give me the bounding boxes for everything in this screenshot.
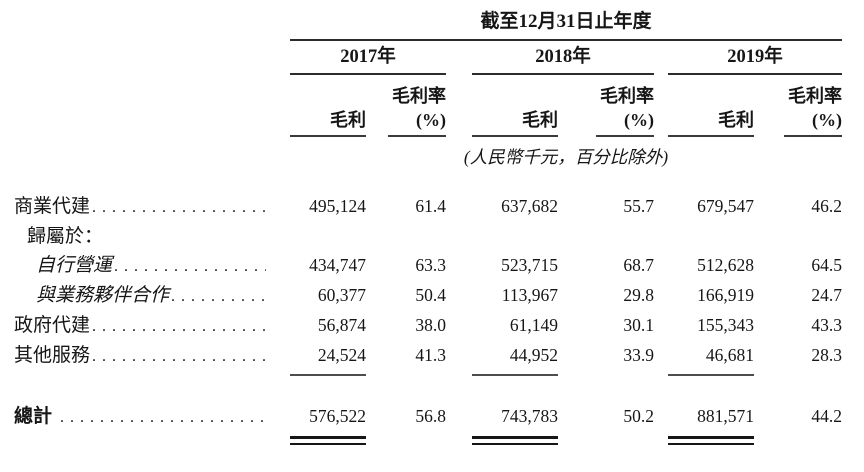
leader-dots: ........................................… [60,409,266,426]
period-title: 截至12月31日止年度 [290,10,842,41]
row-label: 與業務夥伴合作 [36,285,170,306]
header-margin-2018: 毛利率 (%) [558,84,654,137]
row-government-project-management: 政府代建 ...................................… [14,311,864,341]
gross-profit-2017: 495,124 [309,196,366,216]
margin-2018: 68.7 [623,255,654,275]
double-rule [668,436,754,445]
row-commercial-project-management: 商業代建 ...................................… [14,192,864,222]
gross-profit-2019: 155,343 [697,315,754,335]
margin-label-line2: (%) [624,110,654,130]
margin-2019: 28.3 [811,345,842,365]
row-self-operation: 自行營運 ...................................… [14,251,864,281]
margin-2018: 55.7 [623,196,654,216]
row-label: 歸屬於： [27,226,104,247]
spacer [14,168,864,192]
margin-2017: 41.3 [415,345,446,365]
margin-2017: 63.3 [415,255,446,275]
header-margin-2017: 毛利率 (%) [366,84,446,137]
gross-profit-2017: 576,522 [309,406,366,426]
margin-2019: 46.2 [811,196,842,216]
margin-2017: 61.4 [415,196,446,216]
gross-profit-2019: 512,628 [697,255,754,275]
header-gross-profit-2018: 毛利 [472,84,558,137]
row-label: 商業代建 [14,196,91,217]
margin-2018: 30.1 [623,315,654,335]
header-gross-profit-2019: 毛利 [668,84,754,137]
header-gross-profit-2017: 毛利 [290,84,366,137]
margin-2017: 56.8 [415,406,446,426]
row-other-services: 其他服務 ...................................… [14,341,864,371]
leader-dots: ........................................… [171,288,266,305]
row-cooperation-with-business-partners: 與業務夥伴合作 ................................… [14,281,864,311]
subtotal-rule-row [14,374,864,376]
double-rule [472,436,558,445]
currency-unit-note: (人民幣千元，百分比除外) [463,147,669,167]
single-rule [668,374,754,376]
margin-2019: 43.3 [811,315,842,335]
gross-profit-2018: 523,715 [501,255,558,275]
margin-label-line1: 毛利率 [788,86,842,106]
year-2018-header: 2018年 [472,41,654,75]
single-rule [472,374,558,376]
margin-label-line1: 毛利率 [600,86,654,106]
double-rule [290,436,366,445]
gross-profit-2017: 60,377 [317,285,366,305]
unit-note-row: (人民幣千元，百分比除外) [14,137,864,168]
margin-2018: 29.8 [623,285,654,305]
leader-dots: ........................................… [92,318,266,335]
margin-2019: 44.2 [811,406,842,426]
gross-profit-2019: 881,571 [697,406,754,426]
margin-2019: 24.7 [811,285,842,305]
gross-profit-2019: 166,919 [697,285,754,305]
leader-dots: ........................................… [92,199,266,216]
margin-2017: 50.4 [415,285,446,305]
gross-profit-2019: 46,681 [705,345,754,365]
total-rule-row [14,436,864,445]
gross-profit-2018: 743,783 [501,406,558,426]
gross-profit-2018: 113,967 [501,285,558,305]
row-total: 總計 .....................................… [14,402,864,432]
gross-profit-2019: 679,547 [697,196,754,216]
margin-2018: 50.2 [623,406,654,426]
column-header-row: 毛利 毛利率 (%) 毛利 毛利率 (%) 毛利 毛利率 (%) [14,84,864,137]
row-label: 總計 [14,406,53,427]
leader-dots: ........................................… [114,258,266,275]
header-margin-2019: 毛利率 (%) [754,84,842,137]
row-label: 自行營運 [36,255,113,276]
single-rule [290,374,366,376]
margin-2019: 64.5 [811,255,842,275]
margin-2018: 33.9 [623,345,654,365]
year-group-row: 2017年 2018年 2019年 [14,41,864,75]
margin-2017: 38.0 [415,315,446,335]
row-label: 政府代建 [14,315,91,336]
gross-profit-2017: 24,524 [317,345,366,365]
gross-profit-2018: 637,682 [501,196,558,216]
margin-label-line2: (%) [812,110,842,130]
gross-profit-2017: 434,747 [309,255,366,275]
leader-dots: ........................................… [92,348,266,365]
gross-profit-2018: 44,952 [509,345,558,365]
table-header-period: 截至12月31日止年度 [14,10,864,41]
gross-profit-2017: 56,874 [317,315,366,335]
row-attributable-to: 歸屬於： [14,222,864,251]
gross-profit-2018: 61,149 [509,315,558,335]
margin-label-line1: 毛利率 [392,86,446,106]
year-2017-header: 2017年 [290,41,446,75]
year-2019-header: 2019年 [668,41,842,75]
spacer [14,376,864,402]
margin-label-line2: (%) [416,110,446,130]
row-label: 其他服務 [14,345,91,366]
